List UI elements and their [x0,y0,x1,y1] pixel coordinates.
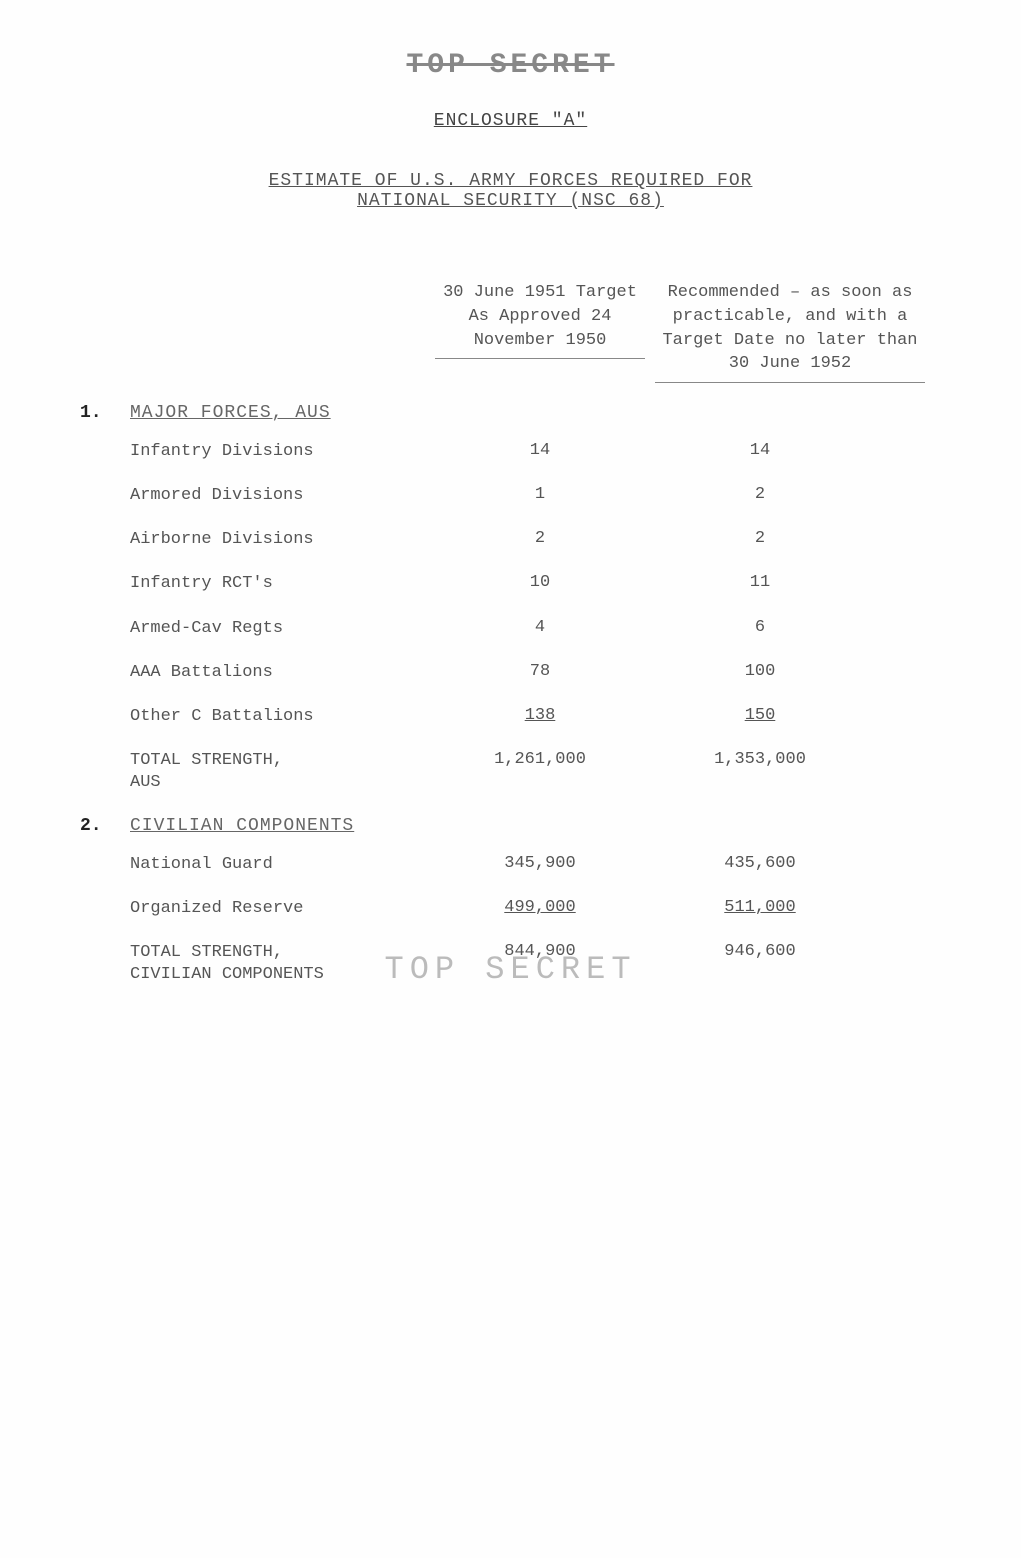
row-value-target: 4 [430,618,650,637]
table-row: Airborne Divisions22 [80,529,961,551]
section-title: CIVILIAN COMPONENTS [130,816,930,836]
row-value-target: 499,000 [430,898,650,917]
row-label: Armed-Cav Regts [130,618,430,640]
row-value-target: 345,900 [430,854,650,873]
table-row: Other C Battalions138150 [80,706,961,728]
row-label: TOTAL STRENGTH,AUS [130,750,430,794]
row-label: Other C Battalions [130,706,430,728]
row-label: Armored Divisions [130,485,430,507]
title-line-1: ESTIMATE OF U.S. ARMY FORCES REQUIRED FO… [60,171,961,191]
table-row: AAA Battalions78100 [80,662,961,684]
column-header-1: 30 June 1951 Target As Approved 24 Novem… [430,281,650,383]
table-row: National Guard345,900435,600 [80,854,961,876]
row-label: Airborne Divisions [130,529,430,551]
row-value-target: 2 [430,529,650,548]
classification-top: TOP SECRET [60,50,961,81]
row-value-recommended: 11 [650,573,870,592]
row-label: Organized Reserve [130,898,430,920]
row-value-target: 10 [430,573,650,592]
row-label: AAA Battalions [130,662,430,684]
row-value-target: 1 [430,485,650,504]
row-value-target: 138 [430,706,650,725]
row-value-target: 1,261,000 [430,750,650,769]
table-row: Organized Reserve499,000511,000 [80,898,961,920]
row-value-recommended: 14 [650,441,870,460]
row-value-recommended: 2 [650,529,870,548]
section-title: MAJOR FORCES, AUS [130,403,930,423]
row-value-recommended: 511,000 [650,898,870,917]
row-label: Infantry RCT's [130,573,430,595]
enclosure-label: ENCLOSURE "A" [60,111,961,131]
document-title: ESTIMATE OF U.S. ARMY FORCES REQUIRED FO… [60,171,961,211]
row-label: Infantry Divisions [130,441,430,463]
table-row: Infantry RCT's1011 [80,573,961,595]
row-value-recommended: 2 [650,485,870,504]
section-number: 2. [80,816,130,836]
section-number: 1. [80,403,130,423]
row-value-target: 14 [430,441,650,460]
classification-bottom: TOP SECRET [0,951,1021,988]
row-value-recommended: 6 [650,618,870,637]
column-headers: 30 June 1951 Target As Approved 24 Novem… [80,281,961,383]
title-line-2: NATIONAL SECURITY (NSC 68) [60,191,961,211]
document-page: TOP SECRET ENCLOSURE "A" ESTIMATE OF U.S… [0,0,1021,1048]
section-header: 1.MAJOR FORCES, AUS [80,403,961,423]
row-value-recommended: 100 [650,662,870,681]
section-header: 2.CIVILIAN COMPONENTS [80,816,961,836]
row-label: National Guard [130,854,430,876]
row-value-recommended: 435,600 [650,854,870,873]
table-row: Armored Divisions12 [80,485,961,507]
table-row: Armed-Cav Regts46 [80,618,961,640]
table-row: Infantry Divisions1414 [80,441,961,463]
table-row: TOTAL STRENGTH,AUS1,261,0001,353,000 [80,750,961,794]
row-value-target: 78 [430,662,650,681]
row-value-recommended: 150 [650,706,870,725]
row-value-recommended: 1,353,000 [650,750,870,769]
column-header-2: Recommended – as soon as practicable, an… [650,281,930,383]
force-estimate-table: 30 June 1951 Target As Approved 24 Novem… [80,281,961,986]
